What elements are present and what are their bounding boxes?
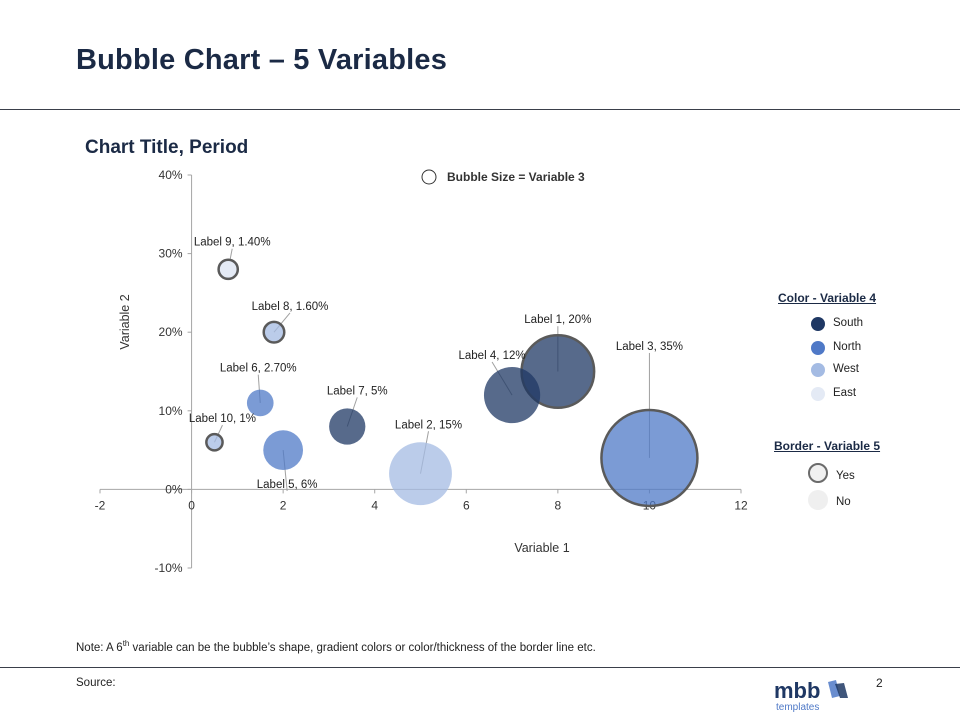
logo-book-icon-2 (835, 683, 848, 698)
size-legend: Bubble Size = Variable 3 (421, 169, 585, 185)
bubble-label-4: Label 4, 12% (459, 350, 526, 362)
bubble-label-6: Label 6, 2.70% (220, 363, 297, 375)
bubble-label-7: Label 7, 5% (327, 385, 388, 397)
y-tick-label: 0% (165, 482, 183, 496)
legend-east-label: East (833, 387, 857, 399)
x-tick-label: 0 (188, 498, 195, 512)
legend-north-dot (811, 341, 825, 355)
chart-axes: -2024681012-10%0%10%20%30%40%Variable 1V… (95, 168, 748, 575)
bubble-label-10: Label 10, 1% (189, 413, 256, 425)
y-tick-label: -10% (155, 561, 183, 575)
bubble-7 (329, 408, 366, 445)
bubble-6 (246, 389, 274, 417)
source-text: Source: (76, 677, 116, 689)
footnote: Note: A 6th variable can be the bubble’s… (76, 639, 596, 654)
size-legend-label: Bubble Size = Variable 3 (447, 170, 585, 184)
border-legend-title: Border - Variable 5 (774, 439, 881, 453)
bubble-label-9: Label 9, 1.40% (194, 237, 271, 249)
bubble-labels: Label 1, 20% Label 2, 15% Label 3, 35% Labe… (189, 237, 683, 491)
page-number: 2 (876, 676, 883, 690)
footnote-superscript: th (122, 639, 130, 648)
legend-west-label: West (833, 363, 859, 375)
bubble-10 (205, 432, 224, 452)
x-tick-label: 8 (555, 498, 562, 512)
footnote-suffix: variable can be the bubble’s shape, grad… (129, 641, 596, 654)
y-tick-label: 10% (159, 404, 183, 418)
legend-border-no-label: No (836, 496, 851, 508)
bubble-8 (262, 320, 286, 344)
legend-west-dot (811, 363, 825, 377)
legend-north-label: North (833, 341, 862, 353)
bubble-2 (389, 442, 452, 506)
bubble-label-3: Label 3, 35% (616, 341, 683, 353)
footnote-prefix: Note: A 6 (76, 641, 123, 654)
size-legend-circle (421, 169, 437, 185)
bubbles (205, 258, 699, 508)
x-tick-label: 12 (734, 498, 748, 512)
x-tick-label: 6 (463, 498, 470, 512)
y-tick-label: 20% (159, 325, 183, 339)
legend-south-dot (811, 317, 825, 331)
color-legend-title: Color - Variable 4 (778, 291, 877, 305)
bubble-9 (217, 258, 240, 281)
y-tick-label: 30% (159, 247, 183, 261)
mbb-templates-logo: mbb templates (774, 678, 848, 713)
title-divider (0, 109, 960, 110)
logo-subtext: templates (776, 702, 819, 713)
x-axis-label: Variable 1 (514, 541, 569, 555)
x-tick-label: 2 (280, 498, 287, 512)
legend-east-dot (811, 387, 825, 401)
slide-title: Bubble Chart – 5 Variables (76, 44, 448, 76)
bubble-label-8: Label 8, 1.60% (252, 301, 329, 313)
bubble-label-2: Label 2, 15% (395, 419, 462, 431)
bubble-label-1: Label 1, 20% (524, 314, 591, 326)
legend-border-yes-label: Yes (836, 470, 855, 482)
bubble-chart: -2024681012-10%0%10%20%30%40%Variable 1V… (95, 168, 748, 575)
legend-border-no-dot (808, 490, 828, 510)
logo-wordmark: mbb (774, 678, 820, 703)
chart-title: Chart Title, Period (85, 137, 249, 158)
bubble-4 (483, 366, 541, 424)
legend-south-label: South (833, 317, 864, 329)
bubble-label-5: Label 5, 6% (257, 479, 318, 491)
y-axis-label: Variable 2 (118, 294, 132, 349)
bubble-3 (600, 408, 699, 508)
y-tick-label: 40% (159, 168, 183, 182)
legend-border-yes-dot (808, 463, 828, 483)
x-tick-label: 4 (371, 498, 378, 512)
x-tick-label: -2 (95, 498, 106, 512)
footer-divider (0, 667, 960, 668)
bubble-5 (263, 430, 304, 470)
